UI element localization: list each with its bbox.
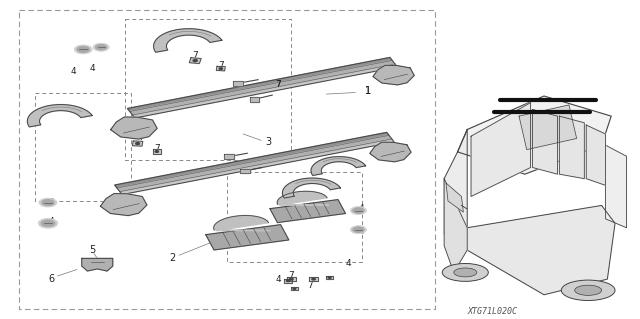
Polygon shape <box>532 109 557 174</box>
Polygon shape <box>130 60 395 115</box>
Polygon shape <box>311 157 365 175</box>
Polygon shape <box>291 287 298 290</box>
Circle shape <box>350 226 367 234</box>
Text: 4: 4 <box>49 217 54 226</box>
Polygon shape <box>373 65 414 85</box>
Text: 7: 7 <box>289 271 294 280</box>
Polygon shape <box>284 279 292 283</box>
Text: 7: 7 <box>138 133 143 142</box>
Text: 7: 7 <box>276 80 281 89</box>
Text: 4: 4 <box>359 204 364 213</box>
Polygon shape <box>206 225 289 250</box>
Polygon shape <box>444 130 467 250</box>
Ellipse shape <box>575 285 602 295</box>
Polygon shape <box>152 149 161 154</box>
Text: 6: 6 <box>48 274 54 284</box>
Polygon shape <box>132 141 143 146</box>
Circle shape <box>41 220 55 227</box>
Text: 4: 4 <box>346 259 351 268</box>
Circle shape <box>74 45 92 54</box>
Polygon shape <box>326 276 333 279</box>
Circle shape <box>42 199 54 206</box>
Ellipse shape <box>454 268 477 277</box>
Polygon shape <box>370 142 411 162</box>
Polygon shape <box>115 132 389 188</box>
Polygon shape <box>120 139 394 195</box>
Polygon shape <box>224 154 234 159</box>
Polygon shape <box>282 178 340 198</box>
Text: 7: 7 <box>308 281 313 290</box>
Polygon shape <box>605 145 627 228</box>
Text: 4: 4 <box>90 64 95 73</box>
Polygon shape <box>250 97 259 101</box>
Polygon shape <box>240 169 250 173</box>
Polygon shape <box>471 103 531 197</box>
Polygon shape <box>111 117 157 139</box>
Circle shape <box>193 60 197 62</box>
Circle shape <box>312 278 316 280</box>
Circle shape <box>155 151 159 152</box>
Circle shape <box>293 288 296 289</box>
Circle shape <box>219 68 223 70</box>
Circle shape <box>136 143 140 145</box>
Polygon shape <box>559 116 584 179</box>
Bar <box>125 19 291 160</box>
Text: 7: 7 <box>154 144 159 153</box>
Text: 4: 4 <box>71 67 76 76</box>
Circle shape <box>39 198 57 207</box>
Polygon shape <box>234 81 243 86</box>
Polygon shape <box>100 194 147 216</box>
Polygon shape <box>287 277 296 281</box>
Ellipse shape <box>561 280 615 300</box>
Circle shape <box>350 206 367 215</box>
Text: 4: 4 <box>49 198 54 207</box>
Polygon shape <box>270 200 346 223</box>
Polygon shape <box>458 96 611 174</box>
Polygon shape <box>444 179 467 272</box>
Polygon shape <box>467 205 615 295</box>
Circle shape <box>353 227 364 233</box>
Bar <box>227 172 362 262</box>
Text: 1: 1 <box>365 86 371 96</box>
Text: 7: 7 <box>218 61 223 70</box>
Text: 2: 2 <box>170 253 176 263</box>
Polygon shape <box>216 66 225 71</box>
Circle shape <box>328 277 331 278</box>
Ellipse shape <box>442 263 488 281</box>
Bar <box>35 93 131 201</box>
Circle shape <box>95 44 107 50</box>
Text: XTG71L020C: XTG71L020C <box>468 307 518 315</box>
Circle shape <box>289 278 293 280</box>
Circle shape <box>77 46 90 53</box>
Text: 5: 5 <box>90 245 96 256</box>
Polygon shape <box>127 57 392 111</box>
Text: 3: 3 <box>266 137 272 147</box>
Polygon shape <box>519 105 577 150</box>
Polygon shape <box>189 58 201 63</box>
Polygon shape <box>132 64 397 118</box>
Text: 1: 1 <box>365 86 371 96</box>
Polygon shape <box>82 258 113 271</box>
Polygon shape <box>446 183 463 212</box>
Circle shape <box>93 43 109 51</box>
Circle shape <box>38 219 58 228</box>
Polygon shape <box>277 191 329 205</box>
Text: 4: 4 <box>359 227 364 236</box>
Polygon shape <box>214 216 271 231</box>
Polygon shape <box>28 105 92 127</box>
Polygon shape <box>586 125 605 185</box>
Bar <box>19 10 435 309</box>
Polygon shape <box>154 29 222 52</box>
Circle shape <box>286 280 290 282</box>
Circle shape <box>353 208 364 213</box>
Polygon shape <box>117 135 392 192</box>
Polygon shape <box>310 277 317 281</box>
Text: 4: 4 <box>276 275 281 284</box>
Text: 7: 7 <box>193 51 198 60</box>
Text: 7: 7 <box>276 80 281 89</box>
